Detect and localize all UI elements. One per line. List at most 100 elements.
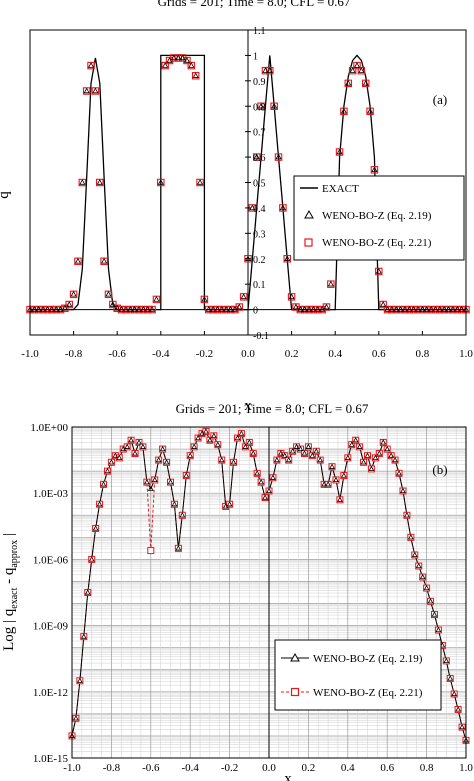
eq219-triangle-marker (400, 487, 406, 494)
eq219-triangle-marker (128, 436, 134, 443)
panel-a-series (26, 54, 470, 314)
legend-b-triangle-icon (290, 652, 300, 662)
legend-a-eq219-label: WENO-BO-Z (Eq. 2.19) (322, 210, 432, 222)
y-tick-label: 1.0E-03 (33, 488, 69, 500)
x-tick-label: -0.6 (108, 348, 126, 360)
eq219-triangle-marker (368, 465, 375, 472)
eq219-triangle-marker (120, 445, 127, 452)
x-tick-label: -0.4 (181, 762, 199, 774)
x-tick-label: 0.6 (380, 762, 394, 774)
y-tick-label: 0.7 (253, 128, 266, 139)
eq219-triangle-marker (175, 54, 182, 61)
panel-b-series (68, 427, 470, 744)
eq219-triangle-marker (319, 306, 326, 312)
eq219-triangle-marker (242, 443, 249, 449)
eq219-triangle-marker (358, 67, 365, 73)
eq219-triangle-marker (162, 62, 169, 68)
eq219-triangle-marker (360, 459, 367, 465)
panel-b-label: (b) (432, 462, 447, 477)
x-tick-label: 0.4 (328, 348, 342, 360)
eq219-triangle-marker (61, 304, 68, 311)
eq219-triangle-marker (80, 633, 87, 639)
eq219-triangle-marker (201, 295, 208, 302)
eq219-triangle-marker (388, 306, 395, 312)
eq219-triangle-marker (414, 306, 422, 312)
x-tick-label: 0.8 (416, 348, 430, 360)
eq219-triangle-marker (367, 107, 374, 114)
eq219-triangle-marker (124, 443, 131, 449)
eq219-triangle-marker (249, 204, 256, 211)
x-tick-label: -0.2 (221, 762, 238, 774)
eq219-triangle-marker (199, 430, 205, 436)
x-tick-label: 0.2 (302, 762, 316, 774)
eq219-triangle-marker (275, 153, 282, 160)
eq219-triangle-marker (305, 443, 312, 449)
eq219-triangle-marker (74, 257, 82, 264)
y-tick-label: 0.4 (253, 204, 266, 215)
eq219-triangle-marker (443, 657, 450, 664)
x-tick-label: 1.0 (459, 348, 473, 360)
eq219-triangle-marker (73, 715, 79, 721)
eq219-triangle-marker (419, 306, 426, 312)
legend-a-triangle-icon (304, 209, 314, 219)
eq219-triangle-marker (140, 443, 146, 449)
eq219-triangle-marker (236, 303, 243, 310)
eq219-triangle-marker (410, 306, 417, 312)
y-tick-label: 1.0E-15 (33, 753, 69, 765)
eq219-triangle-marker (83, 87, 90, 94)
eq219-triangle-marker (87, 62, 95, 68)
x-tick-label: -0.6 (142, 762, 160, 774)
legend-a-eq221-label: WENO-BO-Z (Eq. 2.21) (322, 237, 432, 249)
eq219-triangle-marker (375, 268, 382, 274)
eq219-triangle-marker (57, 306, 64, 312)
eq219-triangle-marker (271, 102, 278, 109)
eq219-triangle-marker (112, 452, 119, 458)
y-tick-label: 1 (253, 51, 258, 62)
eq219-triangle-marker (175, 545, 182, 551)
panel-b: Grids = 201; Time = 8.0; CFL = 0.67 -1.0… (1, 401, 473, 781)
eq219-triangle-marker (435, 626, 442, 633)
eq219-triangle-marker (218, 306, 225, 312)
eq219-triangle-marker (203, 428, 209, 434)
legend-b-eq219-label: WENO-BO-Z (Eq. 2.19) (313, 653, 423, 665)
x-tick-label: 0.8 (420, 762, 434, 774)
eq219-triangle-marker (455, 706, 461, 712)
y-tick-label: 0.5 (253, 179, 266, 190)
eq219-triangle-marker (223, 306, 230, 312)
eq219-triangle-marker (404, 512, 410, 518)
eq219-triangle-marker (131, 306, 138, 312)
eq219-triangle-marker (454, 306, 461, 312)
eq219-triangle-marker (192, 72, 199, 78)
eq219-triangle-marker (396, 470, 402, 476)
eq219-triangle-marker (31, 306, 38, 312)
eq219-triangle-marker (53, 306, 60, 312)
eq219-triangle-marker (309, 452, 316, 458)
eq219-triangle-marker (88, 556, 95, 562)
eq219-triangle-marker (432, 306, 439, 312)
y-tick-label: 0.9 (253, 77, 266, 88)
eq219-triangle-marker (329, 463, 335, 469)
y-tick-label: 1.0E+00 (30, 422, 68, 434)
eq219-triangle-marker (92, 87, 99, 94)
eq219-triangle-marker (136, 439, 142, 445)
eq219-triangle-marker (116, 454, 123, 460)
eq219-triangle-marker (277, 450, 284, 456)
eq219-triangle-marker (132, 450, 138, 456)
eq219-triangle-marker (340, 472, 347, 478)
eq219-triangle-marker (147, 485, 154, 491)
eq219-triangle-marker (77, 677, 83, 683)
panel-b-ylabel-middle: - q (1, 567, 17, 587)
eq219-triangle-marker (226, 500, 233, 507)
panel-b-legend-box (274, 639, 442, 711)
eq219-triangle-marker (458, 306, 465, 312)
eq219-triangle-marker (227, 306, 234, 312)
eq219-triangle-marker (230, 459, 237, 465)
y-tick-label: 0.3 (253, 229, 266, 240)
eq219-triangle-marker (371, 166, 378, 172)
x-tick-label: 0.2 (285, 348, 299, 360)
eq219-triangle-marker (210, 306, 217, 312)
y-tick-label: -0.1 (253, 331, 269, 342)
eq219-triangle-marker (105, 290, 112, 297)
eq219-triangle-marker (289, 448, 296, 454)
panel-a-ylabel: q (0, 191, 12, 199)
